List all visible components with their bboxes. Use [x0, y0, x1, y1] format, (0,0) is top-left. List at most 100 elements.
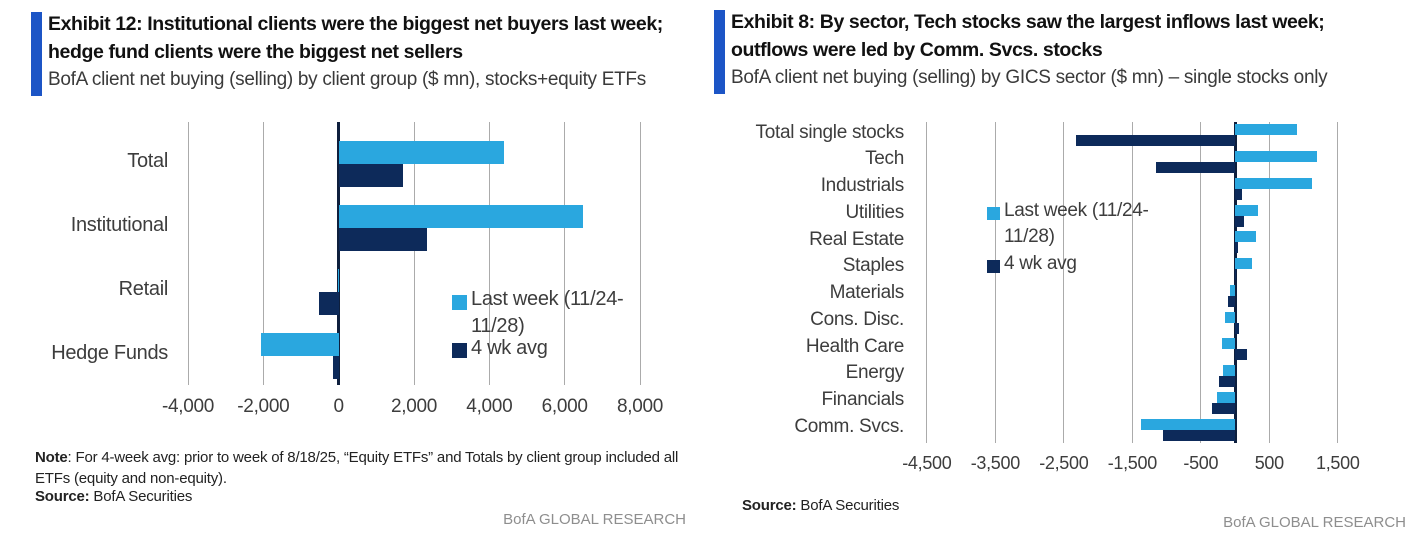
x-tick-label: -2,500 [1039, 453, 1089, 473]
exhibit-8-panel: Exhibit 8: By sector, Tech stocks saw th… [708, 0, 1416, 550]
legend-swatch-last-week [987, 207, 1000, 220]
x-tick-label: 8,000 [616, 396, 664, 417]
x-tick-label: -500 [1183, 453, 1219, 473]
x-tick-label: 1,500 [1316, 453, 1360, 473]
gridline [1337, 122, 1339, 443]
category-label: Total [127, 149, 168, 172]
bar [1140, 418, 1236, 430]
bar [1230, 284, 1236, 296]
legend-label-last-week: Last week (11/24- 11/28) [1004, 200, 1149, 247]
x-tick-label: -1,500 [1107, 453, 1158, 473]
bar [1235, 349, 1248, 361]
gridline [639, 122, 641, 385]
bar [1163, 429, 1236, 441]
bar [1235, 242, 1239, 254]
gridline [262, 122, 264, 385]
category-label: Real Estate [809, 228, 904, 250]
gridline [1200, 122, 1202, 443]
brand-text: BofA GLOBAL RESEARCH [503, 511, 686, 528]
exhibit-12-panel: Exhibit 12: Institutional clients were t… [31, 10, 700, 528]
category-label: Energy [845, 362, 905, 384]
category-label: Tech [865, 148, 904, 170]
bar [1235, 177, 1312, 189]
source-label: Source: [35, 488, 90, 505]
x-tick-label: 0 [333, 396, 345, 417]
title-line-1: Exhibit 12: Institutional clients were t… [48, 13, 663, 35]
category-label: Comm. Svcs. [794, 415, 904, 437]
bar [338, 141, 505, 164]
category-label: Hedge Funds [51, 341, 168, 364]
bar [338, 228, 428, 251]
legend-swatch-last-week [452, 295, 467, 310]
source-text: Source: BofA Securities [742, 497, 899, 514]
x-tick-label: -3,500 [970, 453, 1021, 473]
note-body: : For 4-week avg: prior to week of 8/18/… [35, 449, 679, 487]
title-accent-bar [714, 10, 725, 94]
bar [1235, 188, 1242, 200]
title-line-2: hedge fund clients were the biggest net … [48, 41, 463, 63]
category-label: Total single stocks [755, 121, 905, 143]
bar [1235, 258, 1252, 270]
title-line-1: Exhibit 8: By sector, Tech stocks saw th… [731, 11, 1325, 33]
bar [1223, 365, 1236, 377]
legend-label-4wk-avg: 4 wk avg [471, 337, 548, 359]
bar [1235, 322, 1240, 334]
exhibit-8-header: Exhibit 8: By sector, Tech stocks saw th… [731, 8, 1411, 90]
bar [338, 205, 584, 228]
gridline [187, 122, 189, 385]
bar [1224, 311, 1236, 323]
bar [1235, 231, 1256, 243]
source-value: BofA Securities [89, 488, 193, 505]
source-label: Source: [742, 497, 797, 514]
legend-label-4wk-avg: 4 wk avg [1004, 253, 1077, 274]
category-label: Materials [829, 282, 905, 304]
bar [1212, 402, 1236, 414]
gridline [413, 122, 415, 385]
exhibit-12-subtitle: BofA client net buying (selling) by clie… [48, 69, 646, 90]
bar [1235, 124, 1297, 136]
bar [1222, 338, 1236, 350]
bar [1155, 162, 1236, 174]
bar [1235, 204, 1259, 216]
zero-axis-line [1233, 122, 1237, 443]
exhibit-8-title: Exhibit 8: By sector, Tech stocks saw th… [731, 8, 1411, 64]
gridline [1063, 122, 1065, 443]
category-label: Industrials [820, 175, 905, 197]
bar [332, 356, 339, 379]
x-tick-label: 500 [1254, 453, 1284, 473]
title-accent-bar [31, 12, 42, 96]
source-text: Source: BofA Securities [35, 488, 192, 505]
bar [1235, 151, 1318, 163]
bar [1228, 295, 1236, 307]
x-tick-label: -4,000 [161, 396, 215, 417]
x-tick-label: -4,500 [902, 453, 952, 473]
legend-swatch-4wk-avg [987, 260, 1000, 273]
x-tick-label: -2,000 [237, 396, 290, 417]
category-label: Institutional [70, 213, 169, 236]
bar [337, 269, 339, 292]
note-label: Note [35, 449, 68, 466]
x-tick-label: 6,000 [541, 396, 588, 417]
gridline [564, 122, 566, 385]
title-line-2: outflows were led by Comm. Svcs. stocks [731, 39, 1103, 61]
bar [1235, 269, 1237, 281]
category-label: Financials [821, 389, 904, 411]
gridline [1268, 122, 1270, 443]
bar [1219, 376, 1236, 388]
brand-text: BofA GLOBAL RESEARCH [1223, 514, 1406, 531]
category-label: Staples [842, 255, 905, 277]
exhibit-12-title: Exhibit 12: Institutional clients were t… [48, 10, 700, 66]
gridline [994, 122, 996, 443]
note-text: Note: For 4-week avg: prior to week of 8… [35, 447, 695, 489]
bar [338, 164, 403, 187]
bar [260, 333, 339, 356]
bar [1076, 135, 1236, 147]
gridline [1131, 122, 1133, 443]
bar [1216, 391, 1236, 403]
x-tick-label: 2,000 [390, 396, 438, 417]
source-value: BofA Securities [796, 497, 900, 514]
category-label: Cons. Disc. [810, 308, 904, 330]
gridline [926, 122, 928, 443]
bar [319, 292, 339, 315]
